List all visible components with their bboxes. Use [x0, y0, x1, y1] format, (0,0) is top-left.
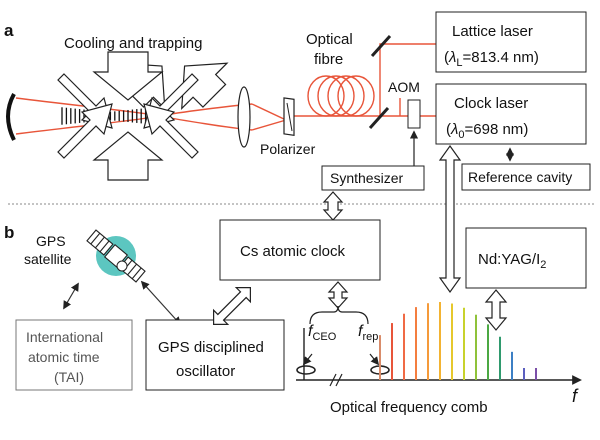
mirror-lower: [368, 106, 390, 130]
cooling-arrow-bottom: [92, 131, 164, 181]
clock-comb-double-arrow: [438, 144, 462, 294]
cooling-arrow-left-down: [57, 103, 113, 159]
aom-box: [407, 99, 421, 129]
cooling-arrow-right-down: [143, 103, 199, 159]
cs-atomic-clock-box: [219, 219, 381, 281]
sat-gpsdo-arrow: [140, 280, 182, 326]
gpsdo-line2: oscillator: [176, 363, 235, 380]
fibre-loop: [337, 75, 375, 117]
gps-satellite-line1: GPS: [36, 233, 66, 249]
fibre-loop: [327, 75, 365, 117]
lattice-laser-box: [435, 11, 587, 73]
gpsdo-box: [145, 319, 285, 391]
mirror-upper: [370, 34, 392, 58]
comb-label: Optical frequency comb: [330, 399, 488, 416]
fceo-pointer: [302, 353, 313, 366]
polarizer: [283, 97, 295, 137]
optical-frequency-comb: [379, 302, 537, 380]
clock-laser-title: Clock laser: [454, 95, 528, 112]
fibre-loop: [307, 75, 345, 117]
ndyag-comb-double-arrow: [484, 289, 508, 331]
cooling-arrow-top: [92, 51, 164, 101]
clock-laser-box: [435, 83, 587, 145]
synthesizer-label: Synthesizer: [330, 170, 403, 186]
lattice-laser-title: Lattice laser: [452, 23, 533, 40]
cs-comb-double-arrow: [327, 281, 349, 309]
lattice-laser-wavelength: (λL=813.4 nm): [444, 49, 539, 69]
aom-label: AOM: [388, 79, 420, 95]
gpsdo-line1: GPS disciplined: [158, 339, 264, 356]
axis-break-2: [335, 373, 343, 387]
fceo-marker: [296, 365, 316, 375]
frep-pointer: [369, 353, 380, 366]
gps-satellite-icon: [86, 229, 146, 283]
panel-a-letter: a: [4, 21, 14, 40]
cooling-label: Cooling and trapping: [64, 35, 202, 52]
fibre-label-line1: Optical: [306, 31, 353, 48]
frequency-axis-label: f: [572, 386, 579, 406]
cs-atomic-clock-label: Cs atomic clock: [240, 243, 346, 260]
lens: [237, 86, 251, 148]
synthesizer-box: [321, 165, 425, 191]
reference-cavity-label: Reference cavity: [468, 169, 572, 185]
tai-line1: International: [26, 329, 103, 345]
optical-fibre-coil: [307, 75, 375, 117]
axis-break-1: [329, 373, 337, 387]
gpsdo-cs-double-arrow: [213, 287, 251, 325]
fceo-frep-brace: [309, 305, 369, 325]
ndyag-box: [465, 227, 587, 289]
cooling-beams: [57, 51, 229, 181]
panel-b-letter: b: [4, 223, 14, 242]
polarizer-label: Polarizer: [260, 141, 316, 157]
tai-line3: (TAI): [54, 369, 84, 385]
synth-cs-double-arrow: [322, 191, 344, 221]
tai-line2: atomic time: [28, 349, 100, 365]
sat-tai-arrow: [63, 282, 79, 310]
ndyag-label: Nd:YAG/I2: [478, 251, 546, 271]
tai-box: [15, 319, 133, 391]
frep-label: frep: [358, 323, 378, 343]
curved-mirror: [6, 93, 16, 141]
clock-laser-wavelength: (λ0=698 nm): [446, 121, 528, 141]
fceo-label: fCEO: [308, 323, 337, 343]
gps-satellite-line2: satellite: [24, 251, 72, 267]
fibre-loop: [317, 75, 355, 117]
fibre-label-line2: fibre: [314, 51, 343, 68]
reference-cavity-box: [461, 163, 591, 191]
